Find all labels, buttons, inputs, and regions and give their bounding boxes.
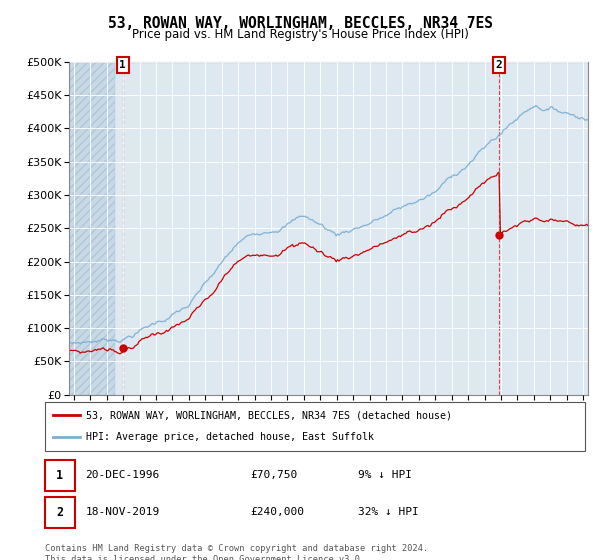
Text: 2: 2 xyxy=(56,506,64,519)
Text: 53, ROWAN WAY, WORLINGHAM, BECCLES, NR34 7ES (detached house): 53, ROWAN WAY, WORLINGHAM, BECCLES, NR34… xyxy=(86,410,452,421)
Text: 9% ↓ HPI: 9% ↓ HPI xyxy=(358,470,412,480)
Text: 20-DEC-1996: 20-DEC-1996 xyxy=(86,470,160,480)
Text: Contains HM Land Registry data © Crown copyright and database right 2024.
This d: Contains HM Land Registry data © Crown c… xyxy=(45,544,428,560)
Text: 2: 2 xyxy=(496,60,502,70)
Text: £240,000: £240,000 xyxy=(250,507,304,517)
Text: Price paid vs. HM Land Registry's House Price Index (HPI): Price paid vs. HM Land Registry's House … xyxy=(131,28,469,41)
Text: 32% ↓ HPI: 32% ↓ HPI xyxy=(358,507,419,517)
Text: 18-NOV-2019: 18-NOV-2019 xyxy=(86,507,160,517)
Text: HPI: Average price, detached house, East Suffolk: HPI: Average price, detached house, East… xyxy=(86,432,373,442)
Text: 1: 1 xyxy=(119,60,126,70)
Bar xyxy=(45,497,75,528)
Text: 1: 1 xyxy=(56,469,64,482)
Text: 53, ROWAN WAY, WORLINGHAM, BECCLES, NR34 7ES: 53, ROWAN WAY, WORLINGHAM, BECCLES, NR34… xyxy=(107,16,493,31)
Bar xyxy=(45,460,75,491)
Text: £70,750: £70,750 xyxy=(250,470,298,480)
